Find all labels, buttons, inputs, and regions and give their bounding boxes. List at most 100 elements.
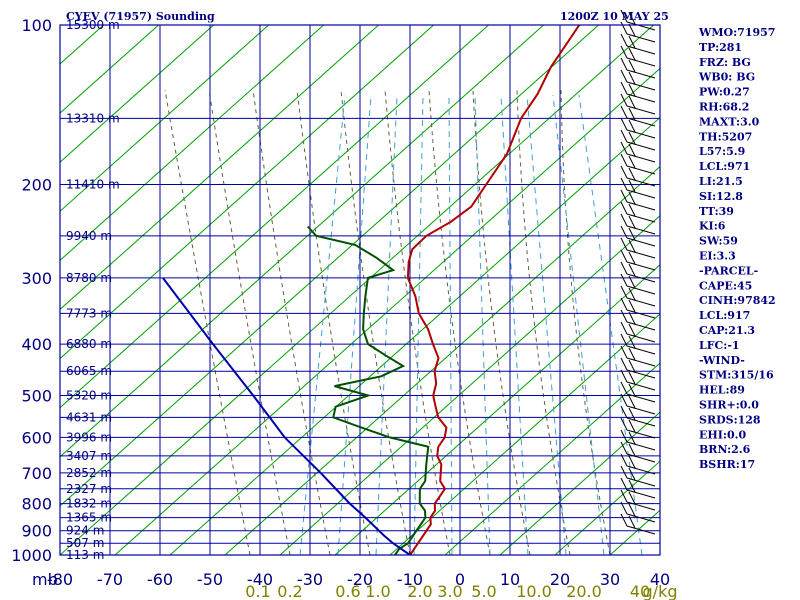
moist-adiabat-line [208, 89, 291, 555]
wind-barb-flag [620, 297, 628, 311]
mixing-ratio-label: 40 [630, 582, 650, 600]
wind-barb-flag [628, 119, 636, 133]
wind-barb-staff [626, 477, 656, 487]
wind-barb-staff [626, 129, 656, 139]
index-line: LCL:917 [699, 309, 750, 322]
wind-barb-flag [620, 237, 628, 251]
wind-barb-flag [620, 21, 628, 35]
wind-barb [620, 93, 656, 115]
index-line: SW:59 [699, 235, 738, 248]
height-label: 15300 m [66, 18, 120, 32]
wind-barb [620, 345, 656, 367]
wind-barb-staff [626, 405, 656, 415]
dry-adiabat-line [60, 25, 490, 409]
height-label: 9940 m [66, 229, 112, 243]
wind-barb-flag [620, 141, 628, 155]
wind-barb-flag [620, 225, 628, 239]
wind-barb-flag [620, 69, 628, 83]
wind-barb-flag [628, 443, 636, 457]
wind-barb-flag [628, 395, 636, 409]
wind-barb [620, 321, 656, 343]
moist-adiabat-line [516, 89, 571, 555]
wind-barb-flag [628, 191, 636, 205]
wind-barb-flag [620, 261, 628, 275]
dry-adiabat-line [444, 362, 660, 555]
wind-barb [620, 393, 656, 415]
wind-barb-flag [620, 153, 628, 167]
wind-barb-staff [626, 93, 656, 103]
height-label: 2852 m [66, 466, 112, 480]
moist-adiabat-line [164, 89, 251, 555]
mixing-ratio-line [552, 94, 605, 555]
wind-barb [620, 441, 656, 463]
index-line: HEL:89 [699, 384, 745, 397]
mixing-ratio-label: 0.1 [245, 582, 270, 600]
wind-barb-staff [626, 429, 656, 439]
wind-barb [620, 33, 656, 55]
wind-barb [620, 261, 656, 283]
index-line: WB0: BG [698, 71, 755, 84]
height-label: 6065 m [66, 364, 112, 378]
wind-barb-staff [626, 237, 656, 247]
dry-adiabat-line [60, 25, 270, 212]
height-label: 924 m [66, 524, 104, 538]
height-label: 5320 m [66, 388, 112, 402]
mixing-ratio-label: 10.0 [516, 582, 552, 600]
wind-barb-staff [626, 441, 656, 451]
wind-barb [620, 297, 656, 319]
wind-barb-staff [626, 357, 656, 367]
parcel-profile-line [162, 277, 411, 555]
wind-barb-flag [628, 419, 636, 433]
wind-barb [620, 57, 656, 79]
mixing-ratio-label: 1.0 [365, 582, 390, 600]
wind-barb-staff [626, 45, 656, 55]
temperature-tick-label: 0 [455, 570, 465, 589]
wind-barb-staff [626, 201, 656, 211]
temperature-tick-label: -40 [247, 570, 273, 589]
wind-barb-staff [626, 489, 656, 499]
wind-barb-flag [628, 35, 636, 49]
wind-barb-staff [626, 105, 656, 115]
index-line: TH:5207 [699, 130, 752, 143]
wind-barb-flag [628, 455, 636, 469]
wind-barb-flag [628, 251, 636, 265]
index-line: SHR+:0.0 [699, 399, 759, 412]
wind-barb-flag [620, 213, 628, 227]
wind-barb [620, 249, 656, 271]
pressure-tick-label: 900 [21, 522, 52, 541]
wind-barb [620, 213, 656, 235]
wind-barb-flag [628, 227, 636, 241]
wind-barb [620, 105, 656, 127]
dry-adiabat-line [499, 411, 660, 555]
height-label: 4631 m [66, 410, 112, 424]
wind-barb-flag [628, 323, 636, 337]
index-line: RH:68.2 [699, 101, 749, 114]
moist-adiabat-line [296, 89, 371, 555]
pressure-tick-label: 600 [21, 428, 52, 447]
index-line: PW:0.27 [699, 86, 750, 99]
wind-barb-flag [628, 287, 636, 301]
dry-adiabat-line [60, 25, 160, 114]
wind-barb [620, 489, 656, 511]
height-label: 3996 m [66, 430, 112, 444]
wind-barb [620, 333, 656, 355]
wind-barb-flag [620, 309, 628, 323]
wind-barb-flag [620, 369, 628, 383]
wind-barb-flag [628, 359, 636, 373]
wind-barb [620, 117, 656, 139]
index-line: LCL:971 [699, 160, 750, 173]
mixing-ratio-line [375, 94, 398, 555]
mixing-ratio-label: 2.0 [407, 582, 432, 600]
wind-barb [620, 165, 656, 187]
dry-adiabat-line [775, 0, 800, 555]
wind-barb-flag [628, 179, 636, 193]
wind-barb-staff [626, 69, 656, 79]
wind-barb [620, 273, 656, 295]
wind-barb-flag [620, 345, 628, 359]
wind-barb-flag [628, 371, 636, 385]
wind-barb-staff [626, 309, 656, 319]
height-label: 1832 m [66, 497, 112, 511]
wind-barb [620, 69, 656, 91]
wind-barb [620, 477, 656, 499]
wind-barb-staff [626, 273, 656, 283]
